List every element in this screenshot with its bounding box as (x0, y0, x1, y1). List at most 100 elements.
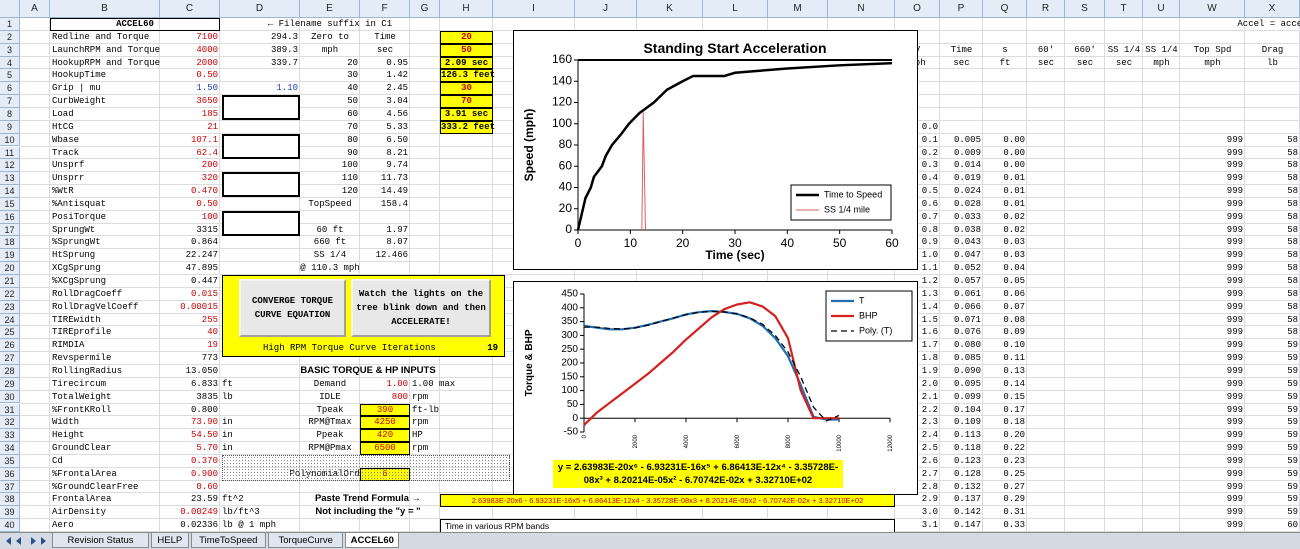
cell: 23.59 (190, 494, 218, 505)
row-header[interactable]: 7 (0, 95, 20, 108)
column-header[interactable]: T (1105, 0, 1143, 18)
row-header[interactable]: 39 (0, 506, 20, 520)
sheet-tab[interactable]: Revision Status (52, 533, 149, 548)
column-header[interactable]: F (360, 0, 410, 18)
row-header[interactable]: 19 (0, 249, 20, 263)
column-header[interactable]: J (575, 0, 637, 18)
row-header[interactable]: 20 (0, 262, 20, 275)
row-header[interactable]: 28 (0, 364, 20, 378)
cell-gridline (20, 274, 1300, 275)
cell: 0.370 (190, 455, 218, 466)
row-header[interactable]: 10 (0, 133, 20, 147)
row-header[interactable]: 1 (0, 18, 20, 31)
column-header[interactable]: E (300, 0, 360, 18)
column-header[interactable]: Q (983, 0, 1027, 18)
cell: SS 1/4 (313, 250, 347, 261)
row-header[interactable]: 12 (0, 159, 20, 173)
cell: 2.0 (921, 378, 938, 389)
row-header[interactable]: 31 (0, 403, 20, 417)
cell: 999 (1226, 198, 1243, 209)
tab-navigation[interactable] (2, 533, 50, 549)
column-header[interactable]: A (20, 0, 50, 18)
cell: 2.1 (921, 391, 938, 402)
row-header[interactable]: 38 (0, 493, 20, 507)
row-header[interactable]: 24 (0, 313, 20, 327)
select-all-corner[interactable] (0, 0, 20, 18)
row-header[interactable]: 34 (0, 442, 20, 455)
cell: 0.11 (1003, 353, 1025, 364)
sheet-tab[interactable]: TimeToSpeed (190, 533, 266, 548)
column-header[interactable]: C (160, 0, 220, 18)
column-header[interactable]: K (637, 0, 703, 18)
launch-button[interactable]: Watch the lights on the tree blink down … (351, 279, 491, 337)
row-header[interactable]: 32 (0, 416, 20, 430)
cell: Paste Trend Formula → (314, 493, 422, 505)
row-header[interactable]: 18 (0, 236, 20, 250)
row-header[interactable]: 17 (0, 223, 20, 237)
row-header[interactable]: 29 (0, 377, 20, 391)
column-header[interactable]: W (1180, 0, 1245, 18)
row-header[interactable]: 11 (0, 146, 20, 160)
row-header[interactable]: 37 (0, 480, 20, 494)
cell: 59 (1287, 507, 1298, 518)
row-header[interactable]: 36 (0, 467, 20, 481)
column-header[interactable]: N (828, 0, 895, 18)
column-header[interactable]: L (703, 0, 768, 18)
y-tick-label: 0 (572, 413, 578, 424)
column-header[interactable]: H (440, 0, 493, 18)
row-header[interactable]: 22 (0, 287, 20, 301)
cell: Not including the "y = " (315, 506, 421, 518)
column-header[interactable]: D (220, 0, 300, 18)
row-header[interactable]: 27 (0, 352, 20, 365)
row-header[interactable]: 8 (0, 107, 20, 121)
sheet-tab[interactable]: TorqueCurve (268, 533, 344, 548)
row-header[interactable]: 21 (0, 275, 20, 288)
column-header[interactable]: R (1027, 0, 1065, 18)
column-header[interactable]: G (410, 0, 440, 18)
sheet-tab[interactable]: HELP (151, 533, 189, 548)
row-header[interactable]: 2 (0, 30, 20, 44)
row-header[interactable]: 15 (0, 197, 20, 211)
cell: 0.076 (953, 327, 981, 338)
row-header[interactable]: 4 (0, 56, 20, 70)
cell: 22.247 (185, 250, 218, 261)
cell: %WtR (52, 186, 74, 197)
row-header[interactable]: 16 (0, 210, 20, 224)
cell: Grip | mu (52, 83, 101, 94)
row-header[interactable]: 23 (0, 300, 20, 314)
converge-button[interactable]: CONVERGE TORQUE CURVE EQUATION (239, 279, 346, 337)
sheet-tab[interactable]: ACCEL60 (345, 533, 400, 548)
cell: Ppeak (316, 430, 344, 441)
row-header[interactable]: 26 (0, 339, 20, 353)
cell: HookupRPM and Torque (52, 57, 161, 68)
column-header[interactable]: S (1065, 0, 1105, 18)
row-header[interactable]: 35 (0, 454, 20, 468)
row-header[interactable]: 9 (0, 120, 20, 134)
cell: 58 (1287, 173, 1298, 184)
row-header[interactable]: 14 (0, 185, 20, 198)
row-header[interactable]: 30 (0, 390, 20, 404)
row-header[interactable]: 3 (0, 43, 20, 57)
row-header[interactable]: 33 (0, 429, 20, 443)
row-header[interactable]: 6 (0, 82, 20, 96)
cell: sec (376, 44, 394, 55)
column-header[interactable]: O (895, 0, 940, 18)
cell: 200 (201, 160, 218, 171)
cell: 0.13 (1003, 365, 1025, 376)
cell: 999 (1226, 520, 1243, 531)
cell: RollDragCoeff (52, 288, 123, 299)
row-header[interactable]: 25 (0, 326, 20, 340)
cell: HP (412, 430, 423, 441)
column-header[interactable]: U (1143, 0, 1180, 18)
cell: @ 110.3 mph (300, 263, 360, 274)
row-header[interactable]: 13 (0, 172, 20, 186)
row-header[interactable]: 5 (0, 69, 20, 83)
column-header[interactable]: M (768, 0, 828, 18)
cell: 59 (1287, 353, 1298, 364)
column-header[interactable]: X (1245, 0, 1300, 18)
column-header[interactable]: I (493, 0, 575, 18)
column-header[interactable]: B (50, 0, 160, 18)
cell: AirDensity (52, 507, 107, 518)
row-header[interactable]: 40 (0, 519, 20, 532)
column-header[interactable]: P (940, 0, 983, 18)
